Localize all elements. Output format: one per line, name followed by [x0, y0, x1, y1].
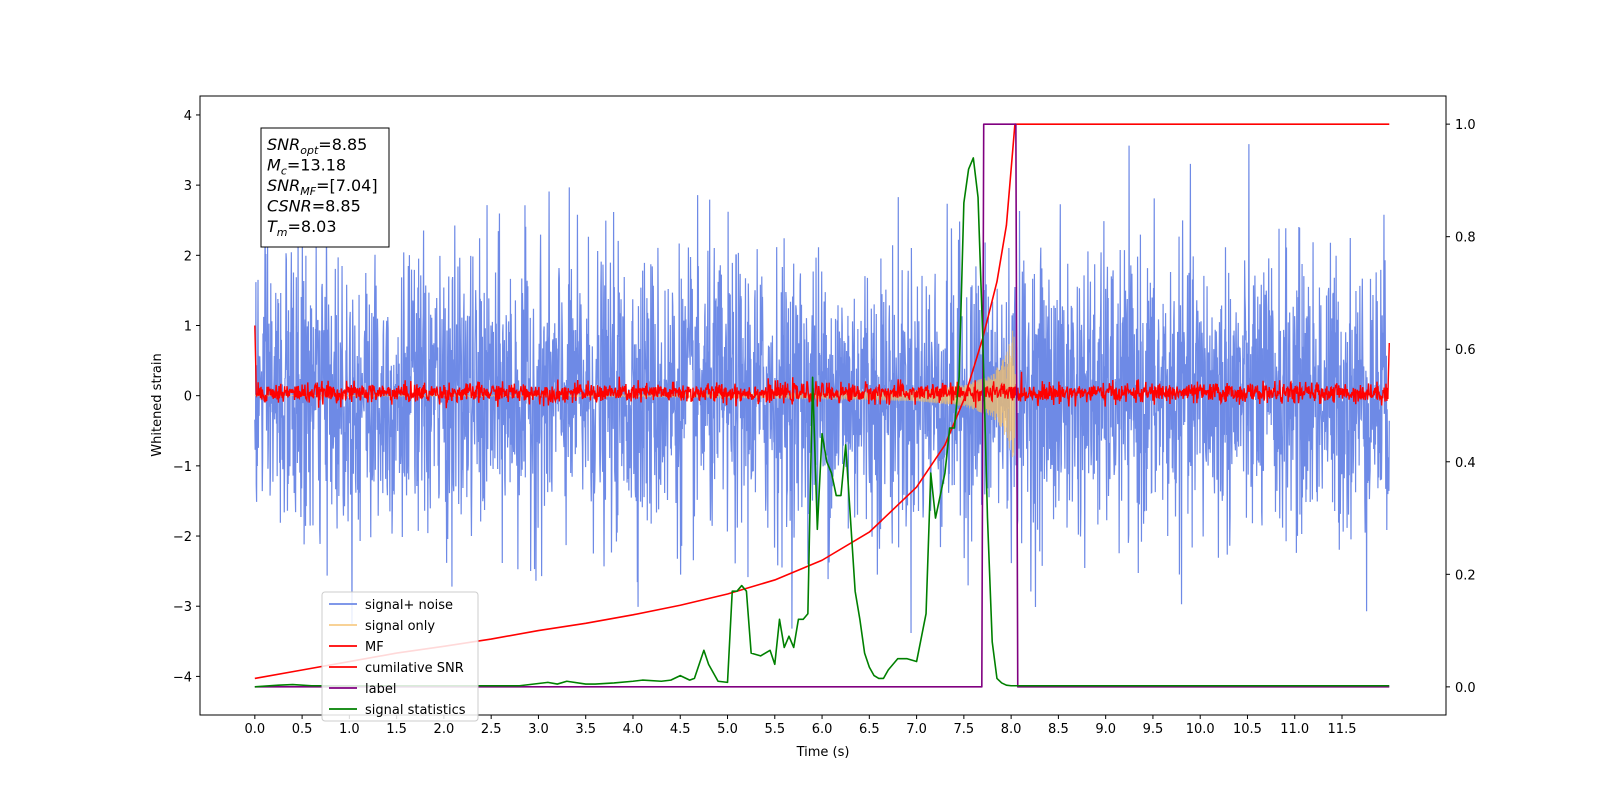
y2-tick-label: 1.0 [1455, 118, 1476, 133]
legend-label: cumilative SNR [365, 661, 464, 676]
x-tick-label: 8.5 [1048, 722, 1069, 737]
x-tick-label: 4.0 [623, 722, 644, 737]
y-tick-label: 1 [184, 319, 192, 334]
y2-tick-label: 0.0 [1455, 681, 1476, 696]
x-tick-label: 8.0 [1001, 722, 1022, 737]
x-tick-label: 3.5 [575, 722, 596, 737]
annotation-line: Mc=13.18 [267, 156, 346, 178]
x-tick-label: 9.5 [1143, 722, 1164, 737]
y-axis-label: Whitened strain [150, 353, 165, 456]
y-tick-label: 2 [184, 249, 192, 264]
legend-label: signal statistics [365, 703, 466, 718]
x-tick-label: 7.0 [906, 722, 927, 737]
series-label [254, 123, 1390, 688]
x-tick-label: 3.0 [528, 722, 549, 737]
x-tick-label: 5.0 [717, 722, 738, 737]
plot-frame [199, 95, 1447, 716]
annotation-line: SNRopt=8.85 [267, 135, 367, 157]
y-tick-label: 4 [184, 109, 192, 124]
y2-tick-label: 0.6 [1455, 343, 1476, 358]
x-tick-label: 1.5 [386, 722, 407, 737]
x-tick-label: 10.5 [1233, 722, 1262, 737]
x-tick-label: 2.0 [434, 722, 455, 737]
x-tick-label: 5.5 [764, 722, 785, 737]
x-tick-label: 6.0 [812, 722, 833, 737]
annotation-line: CSNR=8.85 [267, 197, 361, 216]
x-tick-label: 0.5 [292, 722, 313, 737]
y2-tick-label: 0.8 [1455, 231, 1476, 246]
x-axis-label: Time (s) [796, 745, 850, 760]
y2-tick-label: 0.4 [1455, 456, 1476, 471]
legend: signal+ noise signal only MF cumilative SNR… [321, 591, 479, 722]
annotation-line: Tm=8.03 [267, 217, 337, 239]
y-tick-label: −1 [173, 460, 192, 475]
legend-label: label [365, 682, 396, 697]
x-tick-label: 11.0 [1280, 722, 1309, 737]
legend-label: signal only [365, 619, 435, 634]
x-tick-label: 4.5 [670, 722, 691, 737]
x-tick-label: 0.0 [244, 722, 265, 737]
legend-label: signal+ noise [365, 598, 453, 613]
x-tick-label: 2.5 [481, 722, 502, 737]
annotation-line: SNRMF=[7.04] [267, 176, 378, 198]
y-tick-label: −2 [173, 530, 192, 545]
y-tick-label: −4 [173, 670, 192, 685]
x-tick-label: 6.5 [859, 722, 880, 737]
x-tick-label: 9.0 [1095, 722, 1116, 737]
y-tick-label: 0 [184, 390, 192, 405]
legend-label: MF [365, 640, 384, 655]
y2-tick-label: 0.2 [1455, 568, 1476, 583]
annotation-frame [260, 127, 390, 248]
stats-annotation: SNRopt=8.85Mc=13.18SNRMF=[7.04]CSNR=8.85… [260, 127, 390, 248]
x-tick-label: 7.5 [954, 722, 975, 737]
series-mf [254, 325, 1390, 409]
axes: 0.0 0.5 1.0 1.5 2.0 2.5 3.0 3.5 4.0 4.5 5.0 5.5 6.0 6… [173, 109, 1476, 737]
y-tick-label: −3 [173, 600, 192, 615]
series-signal-statistics [254, 157, 1390, 688]
x-tick-label: 1.0 [339, 722, 360, 737]
x-tick-label: 10.0 [1186, 722, 1215, 737]
x-tick-label: 11.5 [1328, 722, 1357, 737]
legend-frame [321, 591, 479, 722]
y-tick-label: 3 [184, 179, 192, 194]
